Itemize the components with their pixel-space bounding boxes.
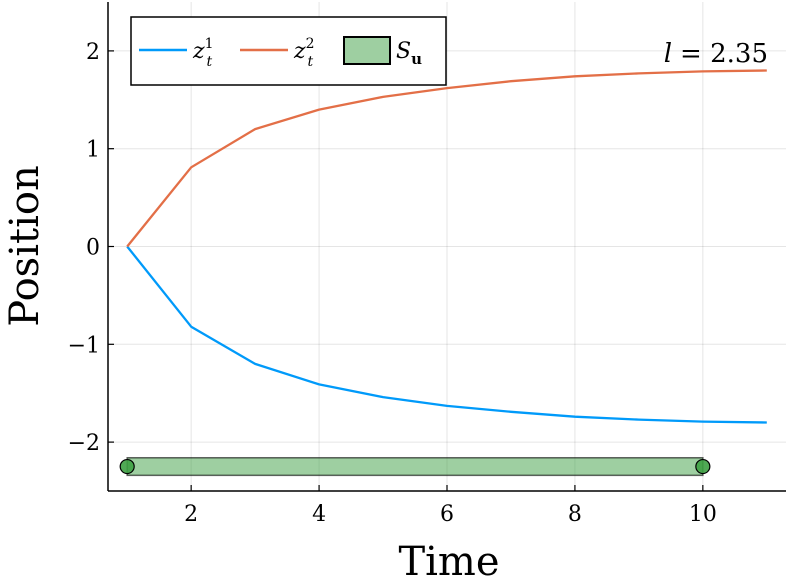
series-line-1: [126, 245, 767, 424]
y-tick-label-3: 1: [86, 138, 100, 163]
legend-label-band: Su: [396, 39, 422, 68]
legend-label-series-2: z2 t: [293, 36, 315, 70]
band-rect: [126, 456, 704, 477]
y-tick-label-0: −2: [68, 431, 100, 456]
y-axis-title: Position: [2, 165, 48, 326]
x-tick-label-4: 10: [689, 502, 717, 527]
x-axis-title: Time: [398, 539, 499, 579]
legend: z1 t z2 t Su: [130, 16, 447, 86]
legend-swatch-band: [343, 36, 391, 65]
axes: [107, 2, 786, 492]
x-tick-label-3: 8: [568, 502, 582, 527]
y-tick-label-2: 0: [86, 236, 100, 261]
legend-label-series-1: z1 t: [192, 36, 214, 70]
x-tick-label-1: 4: [312, 502, 326, 527]
band-endpoint-1: [695, 458, 711, 475]
band-endpoint-0: [119, 458, 135, 475]
x-tick-label-0: 2: [184, 502, 198, 527]
band-layer: [119, 456, 711, 477]
x-tick-label-2: 6: [440, 502, 454, 527]
series-layer: [126, 69, 767, 424]
tick-labels: 2 4 6 8 10 −2 −1 0 1 2: [68, 40, 717, 527]
annotation-label: l = 2.35: [664, 39, 768, 69]
y-tick-label-1: −1: [68, 333, 100, 358]
series-line-2: [126, 69, 767, 248]
y-tick-label-4: 2: [86, 40, 100, 65]
